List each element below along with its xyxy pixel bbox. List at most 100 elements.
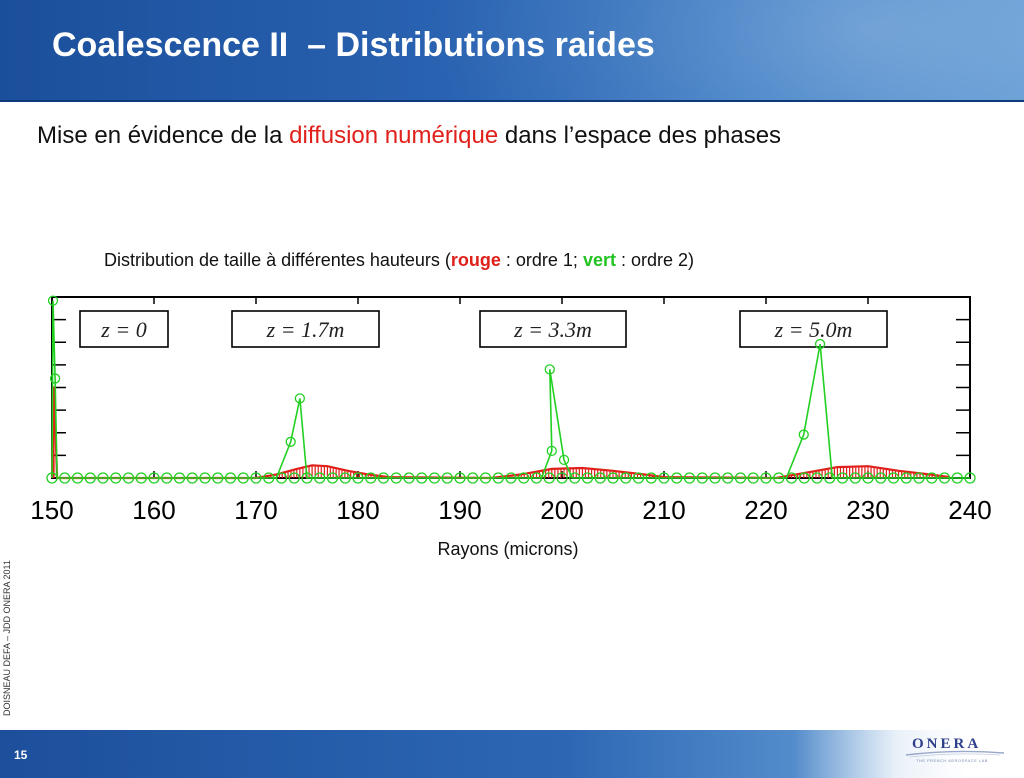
logo-swoosh-icon [905, 750, 1005, 758]
green-series-marker [620, 472, 632, 484]
x-tick-label: 220 [744, 495, 787, 525]
green-series-marker [658, 472, 670, 484]
panel-label-box [79, 310, 169, 348]
onera-logo: ONERA THE FRENCH AEROSPACE LAB [900, 736, 1010, 770]
caption-red-word: rouge [450, 250, 501, 270]
green-series-marker [428, 472, 441, 484]
green-series-marker [543, 472, 555, 484]
green-series-marker [454, 472, 466, 484]
green-series-marker [314, 472, 326, 484]
green-series-marker [773, 472, 785, 484]
green-series-marker [441, 472, 453, 484]
green-series-marker [964, 472, 976, 484]
subtitle-start: Mise en évidence de la [37, 122, 290, 149]
green-series-marker [479, 472, 492, 484]
panel-label-box [479, 310, 627, 348]
green-series-marker [84, 472, 96, 484]
x-tick-label: 150 [30, 495, 73, 525]
green-series-marker [339, 472, 351, 484]
green-series-marker [275, 472, 288, 484]
green-series-marker [212, 472, 224, 484]
green-series-marker [798, 472, 810, 484]
green-series-marker [97, 472, 109, 484]
green-series-marker [135, 472, 147, 484]
green-series-marker [224, 472, 237, 484]
green-series-marker [326, 472, 339, 484]
panel-label: z = 5.0m [774, 317, 853, 342]
green-series-marker [390, 472, 402, 484]
title-bar-rule [0, 100, 1024, 102]
green-series-marker [492, 472, 504, 484]
green-series-marker [709, 472, 721, 484]
green-series-marker [913, 472, 925, 484]
footer-bar: 15 [0, 730, 1024, 778]
green-series-marker [148, 472, 160, 484]
green-series-marker [71, 472, 84, 484]
green-series-line [51, 300, 970, 479]
x-tick-label: 180 [336, 495, 379, 525]
green-series-peak-marker [558, 454, 570, 466]
title-bar-sheen [420, 0, 1024, 102]
green-series-peak-marker [294, 393, 306, 404]
green-series-marker [301, 472, 313, 484]
green-series-peak-marker [285, 436, 296, 447]
green-series-marker [122, 472, 135, 484]
title-bar: Coalescence II – Distributions raides [0, 0, 1024, 102]
x-axis-label: Rayons (microns) [437, 539, 578, 559]
green-series-marker [59, 472, 71, 484]
green-series-marker [683, 472, 696, 484]
green-series-marker [887, 472, 900, 484]
green-series-marker [46, 472, 58, 484]
x-tick-label: 240 [948, 495, 991, 525]
x-tick-label: 200 [540, 495, 583, 525]
green-series-marker [811, 472, 823, 484]
green-series-marker [594, 472, 606, 484]
green-series-marker [849, 472, 861, 484]
distribution-chart: 150 160 170 180 190 200 210 220 230 240 Rayons (mi… [30, 295, 992, 559]
caption-middle: : ordre 1; [500, 250, 583, 270]
green-series-marker [607, 472, 619, 484]
green-series-marker [875, 472, 887, 484]
green-series-marker [518, 472, 530, 484]
side-credit: DOISNEAU DEFA – JDD ONERA 2011 [2, 560, 12, 716]
x-tick-label: 230 [846, 495, 889, 525]
green-series-marker [263, 472, 275, 484]
green-series-marker [785, 472, 798, 484]
green-series-peak-marker [814, 338, 826, 350]
green-series-marker [938, 472, 951, 484]
green-series-marker [760, 472, 772, 484]
x-tick-label: 190 [438, 495, 481, 525]
green-series-marker [632, 472, 645, 484]
green-series-marker [581, 472, 594, 484]
green-series-marker [467, 472, 479, 484]
green-series-marker [237, 472, 249, 484]
green-series-marker [747, 472, 759, 484]
green-series-peak-marker [544, 364, 555, 375]
green-series-marker [836, 472, 849, 484]
red-series-line [50, 386, 950, 480]
green-series-marker [161, 472, 173, 484]
subtitle-highlight: diffusion numérique [289, 122, 499, 149]
green-series-marker [556, 472, 568, 484]
green-series-peak-marker [546, 445, 557, 457]
green-series-marker [403, 472, 415, 484]
green-series-marker [110, 472, 122, 484]
x-tick-label: 160 [132, 495, 175, 525]
green-series-marker [365, 472, 377, 484]
green-series-marker [288, 472, 300, 484]
green-series-marker [173, 472, 186, 484]
panel-label: z = 1.7m [266, 317, 345, 342]
panel-label: z = 0 [100, 317, 146, 342]
caption-start: Distribution de taille à différentes hau… [104, 250, 451, 270]
logo-tagline: THE FRENCH AEROSPACE LAB [916, 758, 988, 763]
green-series-marker [900, 472, 912, 484]
green-series-marker [824, 472, 836, 484]
panel-label-box [739, 310, 888, 348]
green-series-marker [951, 472, 963, 484]
green-series-marker [696, 472, 708, 484]
green-series-marker [645, 472, 657, 484]
green-series-marker [186, 472, 198, 484]
green-series-marker [505, 472, 517, 484]
panel-label: z = 3.3m [513, 317, 592, 342]
green-series-marker [530, 472, 543, 484]
